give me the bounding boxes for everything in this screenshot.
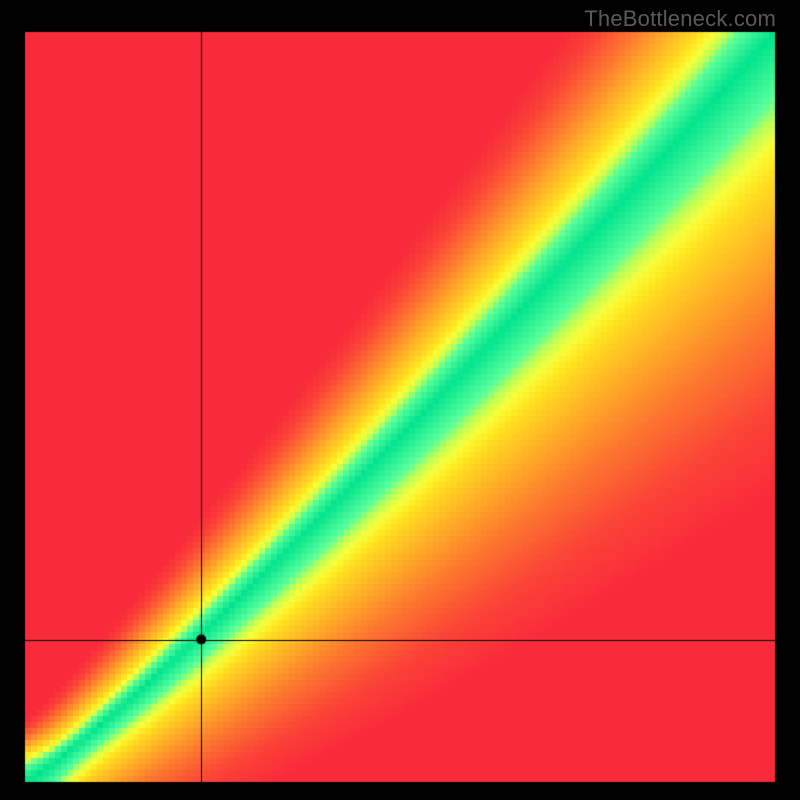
heatmap-canvas — [0, 0, 800, 800]
chart-container: TheBottleneck.com — [0, 0, 800, 800]
watermark-text: TheBottleneck.com — [584, 6, 776, 32]
